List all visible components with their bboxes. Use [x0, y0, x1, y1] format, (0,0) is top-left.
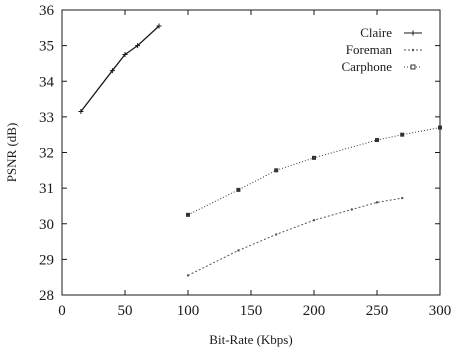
y-tick-label: 33 [39, 110, 54, 126]
series-claire [78, 23, 162, 115]
data-point [109, 68, 115, 74]
data-point [375, 138, 379, 143]
data-point [122, 52, 128, 58]
legend-entry: Claire [360, 25, 422, 40]
data-point [350, 208, 353, 211]
legend-label: Carphone [341, 59, 392, 74]
series-line [80, 25, 160, 112]
legend-marker [411, 48, 415, 52]
y-tick-label: 35 [39, 39, 54, 55]
data-point [236, 187, 241, 192]
data-point [375, 201, 379, 204]
data-point [78, 109, 84, 115]
legend-marker [410, 30, 416, 36]
legend-marker [410, 64, 416, 70]
x-tick-label: 150 [240, 303, 263, 319]
legend-entry: Foreman [346, 42, 422, 57]
y-tick-label: 34 [39, 74, 55, 90]
data-point [312, 218, 316, 222]
series-line [187, 197, 403, 276]
data-point [186, 274, 190, 277]
data-point [275, 233, 278, 236]
data-point [401, 196, 404, 200]
legend-entry: Carphone [341, 59, 422, 74]
legend-label: Foreman [346, 42, 393, 57]
x-tick-label: 200 [303, 303, 326, 319]
y-tick-label: 30 [39, 217, 54, 233]
series-layer [78, 23, 442, 277]
x-tick-label: 100 [177, 303, 200, 319]
y-axis-ticks: 28 29 30 31 32 33 34 35 36 [39, 3, 440, 304]
y-tick-label: 29 [39, 252, 54, 268]
y-tick-label: 28 [39, 288, 54, 304]
data-point [156, 23, 162, 29]
legend: Claire Foreman Carphone [341, 25, 422, 74]
y-axis-label: PSNR (dB) [4, 123, 19, 183]
legend-label: Claire [360, 25, 392, 40]
y-tick-label: 36 [39, 3, 55, 19]
data-point [135, 43, 141, 49]
data-point [237, 249, 240, 252]
series-carphone [186, 125, 442, 217]
data-point [186, 212, 190, 217]
x-tick-label: 50 [118, 303, 133, 319]
data-point [312, 155, 316, 160]
x-axis-ticks: 0 50 100 150 200 250 300 [58, 10, 451, 319]
y-tick-label: 32 [39, 146, 54, 162]
x-tick-label: 0 [58, 303, 66, 319]
data-point [438, 125, 442, 130]
y-tick-label: 31 [39, 181, 54, 197]
x-tick-label: 300 [429, 303, 452, 319]
x-tick-label: 250 [366, 303, 389, 319]
x-axis-label: Bit-Rate (Kbps) [209, 332, 292, 347]
series-foreman [186, 196, 404, 277]
data-point [274, 168, 279, 173]
data-point [400, 132, 405, 137]
series-line [187, 127, 441, 216]
